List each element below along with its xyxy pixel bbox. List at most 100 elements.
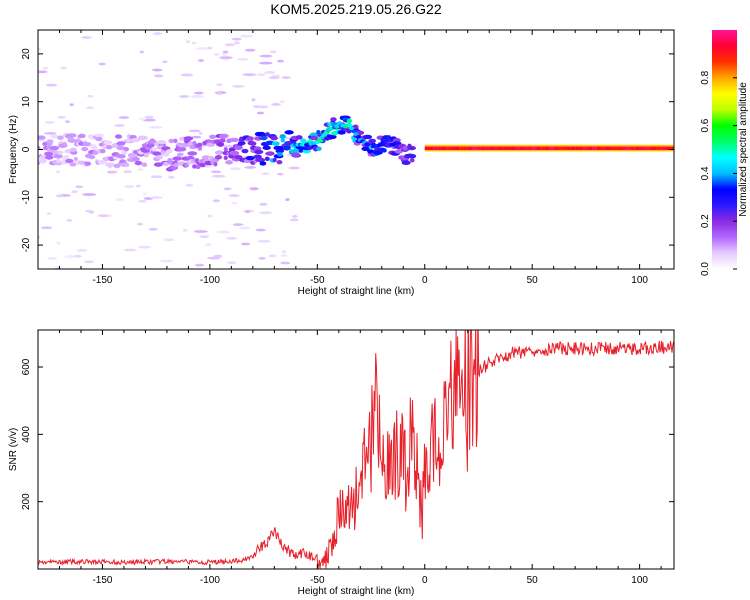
snr-point <box>366 426 368 428</box>
spectrogram-x-axis-label: Height of straight line (km) <box>298 286 415 297</box>
spectrogram-noise-cell <box>150 175 163 179</box>
spectrogram-cell <box>271 141 280 146</box>
spectrogram-noise-cell <box>43 131 57 135</box>
spectrogram-cell <box>214 150 224 155</box>
spectrogram-cell <box>125 138 133 143</box>
spectrogram-noise-cell <box>232 223 244 227</box>
spectrogram-carrier-cell <box>643 146 649 150</box>
spectrogram-noise-cell <box>239 34 253 38</box>
spectrogram-noise-cell <box>57 116 66 119</box>
spectrogram-cell <box>253 146 262 151</box>
spectrogram-noise-cell <box>216 83 223 86</box>
spectrogram-carrier-cell <box>540 146 546 150</box>
spectrogram-cell <box>183 136 194 141</box>
snr-x-tick-label: 0 <box>422 575 428 586</box>
spectrogram-cell <box>99 148 106 154</box>
snr-x-tick-label: -150 <box>92 575 112 586</box>
spectrogram-carrier-cell <box>626 146 632 150</box>
spectrogram-carrier-cell <box>467 146 473 150</box>
spectrogram-carrier-cell <box>661 146 666 150</box>
spectrogram-carrier-cell <box>446 146 451 150</box>
spectrogram-cell <box>214 155 223 160</box>
spectrogram-noise-cell <box>271 103 281 106</box>
spectrogram-cell <box>284 130 294 135</box>
spectrogram-core-cell <box>353 132 359 137</box>
spectrogram-cell <box>151 146 157 152</box>
spectrogram-carrier-cell <box>605 146 610 150</box>
spectrogram-cell <box>69 147 77 152</box>
spectrogram-cell <box>138 135 148 141</box>
spectrogram-cell <box>82 141 92 147</box>
spectrogram-carrier-cell <box>459 146 464 150</box>
spectrogram-cell <box>245 155 255 161</box>
spectrogram-noise-cell <box>216 92 222 96</box>
spectrogram-noise-cell <box>137 245 152 249</box>
spectrogram-noise-cell <box>188 129 201 133</box>
spectrogram-cell <box>392 137 401 143</box>
spectrogram-core-cell <box>349 126 355 131</box>
spectrogram-cell <box>264 156 270 162</box>
spectrogram-cell <box>237 140 246 146</box>
spectrogram-noise-cell <box>233 41 240 45</box>
spectrogram-noise-cell <box>277 59 284 63</box>
spectrogram-noise-cell <box>142 192 147 196</box>
spectrogram-cell <box>337 130 346 135</box>
spectrogram-noise-cell <box>55 194 65 198</box>
spectrogram-cell <box>131 156 140 162</box>
snr-point <box>359 487 361 489</box>
spectrogram-noise-cell <box>47 256 58 260</box>
spectrogram-noise-cell <box>194 263 205 267</box>
spectrogram-carrier-cell <box>553 146 558 150</box>
spectrogram-carrier-cell <box>549 146 554 150</box>
spectrogram-cell <box>171 166 177 171</box>
spectrogram-noise-cell <box>259 202 268 206</box>
spectrogram-noise-cell <box>138 117 146 121</box>
spectrogram-noise-cell <box>255 228 267 232</box>
spectrogram-x-tick-label: 0 <box>422 275 428 286</box>
spectrogram-noise-cell <box>279 100 285 104</box>
spectrogram-noise-cell <box>137 168 144 171</box>
spectrogram-noise-cell <box>258 256 266 260</box>
spectrogram-cell <box>141 162 148 167</box>
spectrogram-noise-cell <box>136 222 144 226</box>
spectrogram-cell <box>228 147 236 152</box>
snr-y-tick-label: 400 <box>21 426 32 443</box>
spectrogram-carrier-cell <box>476 146 481 150</box>
spectrogram-cell <box>67 136 74 141</box>
spectrogram-carrier-cell <box>497 146 503 150</box>
spectrogram-noise-cell <box>191 135 202 139</box>
spectrogram-noise-cell <box>236 57 250 61</box>
spectrogram-noise-cell <box>84 209 94 213</box>
spectrogram-cell <box>361 146 370 152</box>
spectrogram-noise-cell <box>76 248 88 252</box>
spectrogram-noise-cell <box>46 212 52 215</box>
spectrogram-carrier-cell <box>523 146 528 150</box>
chart-title: KOM5.2025.219.05.26.G22 <box>270 1 442 17</box>
spectrogram-noise-cell <box>245 210 250 214</box>
spectrogram-noise-cell <box>222 52 228 56</box>
spectrogram-y-tick-label: 0 <box>21 146 32 152</box>
spectrogram-noise-cell <box>191 41 197 45</box>
spectrogram-cell <box>394 149 403 154</box>
spectrogram-noise-cell <box>223 187 232 191</box>
spectrogram-cell <box>272 157 277 163</box>
spectrogram-cell <box>57 150 63 156</box>
snr-x-axis-label: Height of straight line (km) <box>298 586 415 597</box>
spectrogram-cell <box>81 146 89 152</box>
spectrogram-cell <box>73 156 78 162</box>
spectrogram-carrier-cell <box>579 146 584 150</box>
spectrogram-cell <box>162 152 170 157</box>
spectrogram-cell <box>84 161 92 166</box>
spectrogram-cell <box>330 117 337 122</box>
spectrogram-noise-cell <box>74 254 82 258</box>
spectrogram-carrier-cell <box>575 146 580 150</box>
spectrogram-noise-cell <box>149 125 163 129</box>
spectrogram-cell <box>249 141 257 146</box>
spectrogram-noise-cell <box>82 193 97 196</box>
spectrogram-noise-cell <box>182 229 188 232</box>
spectrogram-noise-cell <box>84 260 94 264</box>
spectrogram-cell <box>117 154 126 159</box>
spectrogram-cell <box>197 146 203 151</box>
spectrogram-noise-cell <box>71 190 78 194</box>
spectrogram-cell <box>265 151 275 156</box>
